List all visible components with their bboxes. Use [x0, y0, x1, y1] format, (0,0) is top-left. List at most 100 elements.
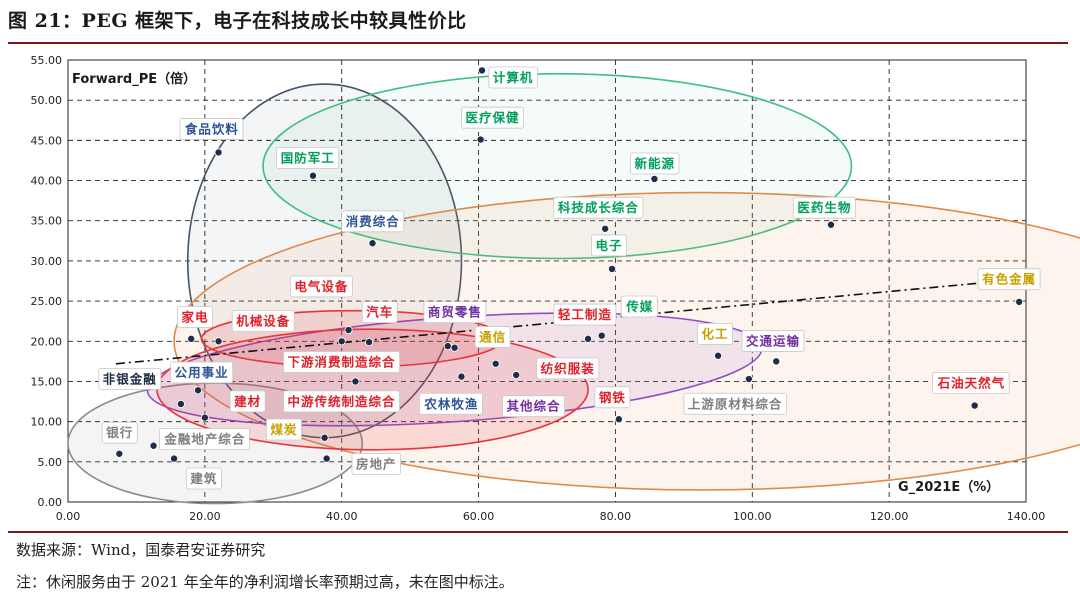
point-label-box: [697, 322, 733, 345]
point-label-box: [185, 467, 222, 490]
data-point: [744, 375, 753, 384]
point-label: 通信: [474, 326, 511, 348]
title-rule: [8, 42, 1068, 44]
point-label-text: 电气设备: [294, 279, 348, 294]
data-point: [614, 415, 623, 424]
point-label-box: [591, 234, 627, 257]
data-point: [351, 377, 360, 386]
point-label: 公用事业: [170, 361, 234, 384]
point-label-text: 通信: [479, 330, 506, 345]
point-label-text: 计算机: [493, 70, 534, 85]
y-tick-label: 5.00: [38, 456, 63, 469]
data-point: [608, 264, 617, 273]
data-point: [650, 174, 659, 183]
point-label-text: 科技成长综合: [558, 200, 639, 215]
data-point: [477, 66, 486, 75]
point-label-box: [177, 306, 213, 328]
y-tick-label: 30.00: [31, 255, 63, 268]
point-label-text: 医疗保健: [465, 110, 519, 125]
point-label: 建筑: [185, 467, 222, 490]
point-label-text: 有色金属: [982, 272, 1036, 287]
data-point: [491, 359, 500, 368]
point-label-text: 银行: [106, 425, 133, 440]
data-point: [308, 171, 317, 180]
data-point: [344, 326, 353, 335]
x-tick-label: 60.00: [463, 510, 495, 523]
x-tick-label: 140.00: [1007, 510, 1046, 523]
point-label-box: [502, 395, 565, 418]
point-label-box: [351, 453, 401, 475]
point-label-text: 金融地产综合: [163, 432, 245, 447]
point-label-box: [741, 330, 805, 352]
footer-rule: [8, 531, 1068, 533]
point-label-box: [266, 418, 302, 441]
point-label-text: 消费综合: [346, 214, 400, 229]
data-point: [365, 338, 374, 347]
point-label: 科技成长综合: [553, 196, 644, 219]
point-label: 电子: [591, 234, 627, 257]
data-point: [772, 357, 781, 366]
point-label-box: [792, 196, 856, 219]
point-label: 传媒: [620, 295, 658, 318]
point-label: 农林牧渔: [419, 392, 483, 415]
point-label-box: [419, 392, 483, 415]
data-point: [337, 337, 346, 346]
y-tick-label: 45.00: [31, 134, 63, 147]
y-tick-label: 15.00: [31, 375, 63, 388]
y-tick-label: 55.00: [31, 54, 63, 67]
data-point: [176, 399, 185, 408]
point-label-box: [101, 421, 138, 444]
x-tick-label: 100.00: [733, 510, 772, 523]
point-label-text: 化工: [702, 326, 729, 341]
data-point: [368, 239, 377, 248]
point-label-box: [289, 275, 353, 298]
cluster-ellipse-orange: [173, 191, 1080, 491]
point-label-text: 交通运输: [746, 334, 800, 349]
y-tick-label: 25.00: [31, 295, 63, 308]
point-label: 建材: [229, 390, 266, 413]
point-label-box: [536, 357, 600, 380]
data-point: [584, 334, 593, 343]
figure-title: 图 21：PEG 框架下，电子在科技成长中较具性价比: [8, 10, 467, 32]
point-label-text: 新能源: [634, 156, 675, 171]
point-label: 钢铁: [594, 386, 631, 409]
point-label-text: 建材: [234, 394, 261, 409]
cluster-ellipse-green: [262, 72, 853, 260]
point-label: 石油天然气: [932, 371, 1010, 394]
point-label-box: [179, 118, 244, 140]
point-label-box: [630, 152, 680, 175]
data-point: [512, 371, 521, 380]
point-label-box: [461, 106, 524, 129]
point-label-text: 汽车: [366, 305, 393, 320]
point-label-text: 电子: [595, 238, 622, 253]
point-label-text: 医药生物: [797, 200, 851, 215]
point-label: 食品饮料: [179, 118, 244, 140]
point-label: 医疗保健: [461, 106, 524, 129]
point-label-text: 传媒: [625, 299, 653, 314]
x-axis-title: G_2021E（%）: [898, 479, 999, 495]
point-label: 非银金融: [98, 367, 162, 390]
point-label-text: 上游原材料综合: [688, 396, 783, 411]
point-label-box: [158, 428, 250, 451]
point-label: 机械设备: [231, 310, 295, 332]
x-tick-label: 120.00: [870, 510, 909, 523]
data-point: [601, 224, 610, 233]
point-label-box: [276, 146, 340, 169]
y-tick-label: 10.00: [31, 416, 63, 429]
point-label-box: [170, 361, 234, 384]
point-label-box: [553, 303, 617, 326]
x-tick-label: 20.00: [189, 510, 221, 523]
point-label: 房地产: [351, 453, 401, 475]
point-label-box: [620, 295, 658, 318]
y-axis-title: Forward_PE（倍）: [72, 71, 196, 87]
data-point: [214, 148, 223, 157]
point-label-box: [229, 390, 266, 413]
data-point: [597, 331, 606, 340]
point-label: 银行: [101, 421, 138, 444]
point-label-text: 建筑: [190, 471, 217, 486]
point-label-box: [683, 392, 787, 415]
point-label-text: 机械设备: [236, 313, 290, 328]
point-label: 金融地产综合: [158, 428, 250, 451]
point-label-box: [932, 371, 1010, 394]
